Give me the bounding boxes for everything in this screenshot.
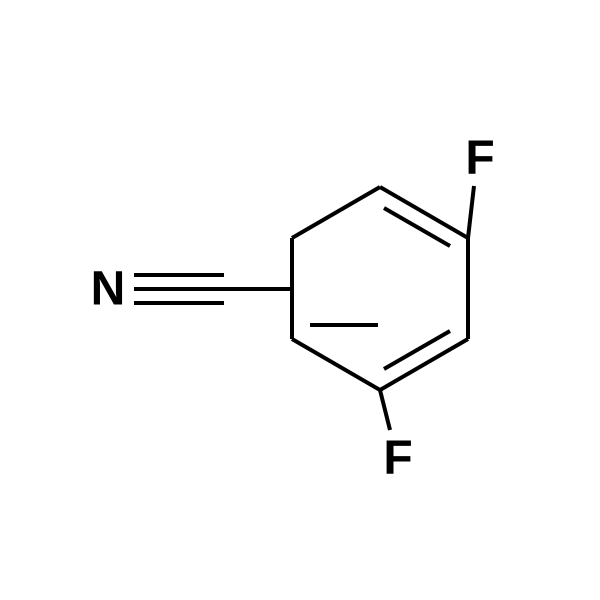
bond-c5-c6 (292, 339, 380, 390)
bond-c2-c3-inner (384, 208, 450, 246)
bond-c1-c2 (292, 187, 380, 238)
bond-c5-f2 (380, 390, 390, 430)
molecule-diagram: N F F (0, 0, 600, 600)
atom-label-f1: F (465, 132, 494, 185)
bond-c4-c5-inner (384, 331, 450, 369)
atom-label-n: N (91, 263, 126, 316)
atom-label-f2: F (383, 432, 412, 485)
bond-c2-f1 (468, 186, 474, 238)
